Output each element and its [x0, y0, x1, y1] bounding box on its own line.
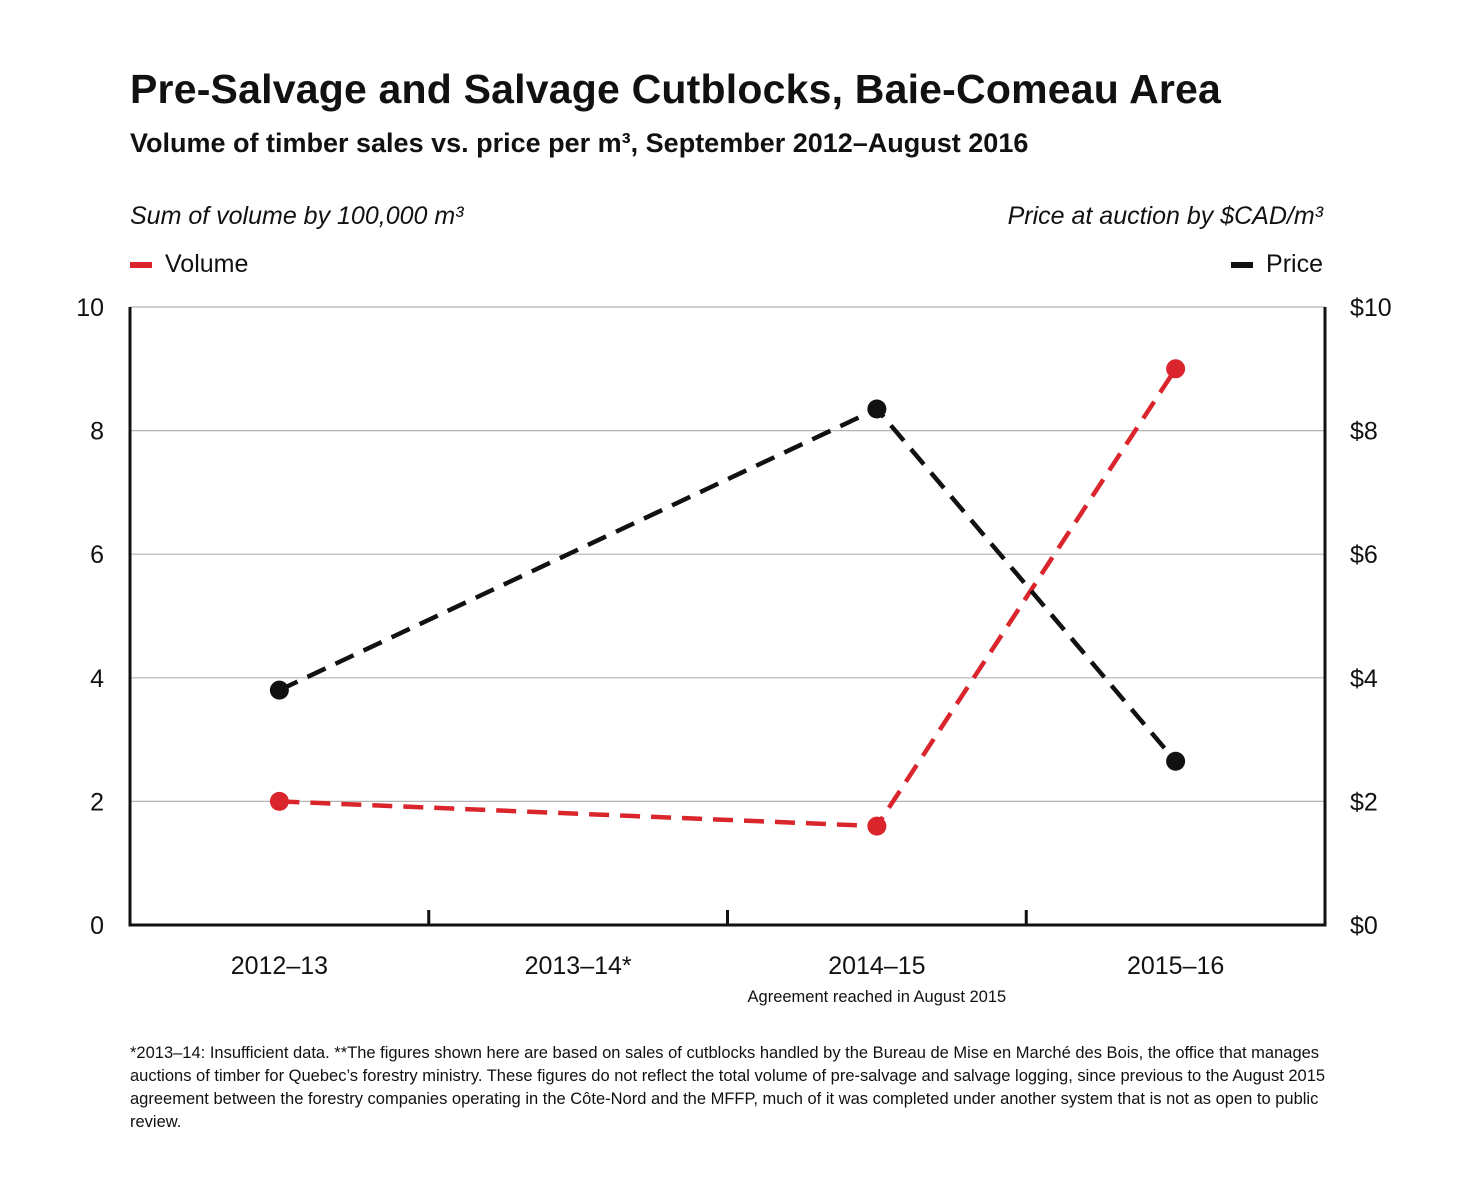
- left-tick-label: 2: [90, 788, 104, 816]
- volume-point: [867, 816, 887, 836]
- chart-area: 0 $0 2 $2 4 $4 6 $6 8 $8 10 $10 2012–13 2013–14* 2014–…: [76, 294, 1392, 1006]
- legend-volume-label: Volume: [165, 250, 249, 278]
- price-point: [1166, 751, 1186, 771]
- legend-price-swatch: [1231, 261, 1254, 268]
- right-tick-label: $6: [1350, 541, 1378, 569]
- left-axis-title: Sum of volume by 100,000 m³: [130, 202, 464, 230]
- right-tick-label: $4: [1350, 665, 1378, 693]
- right-tick-label: $2: [1350, 788, 1378, 816]
- volume-point: [1166, 359, 1186, 379]
- price-point: [867, 399, 887, 419]
- x-tick-label: 2013–14*: [525, 952, 632, 980]
- left-tick-label: 0: [90, 912, 104, 940]
- left-tick-label: 10: [76, 294, 104, 322]
- right-axis-title: Price at auction by $CAD/m³: [1007, 202, 1323, 230]
- left-tick-label: 8: [90, 418, 104, 446]
- x-tick-label: 2012–13: [231, 952, 328, 980]
- legend-price-label: Price: [1266, 250, 1323, 278]
- right-tick-label: $10: [1350, 294, 1392, 322]
- chart-subtitle: Volume of timber sales vs. price per m³,…: [130, 128, 1029, 158]
- chart-title: Pre-Salvage and Salvage Cutblocks, Baie-…: [130, 66, 1222, 112]
- left-tick-label: 4: [90, 665, 104, 693]
- price-line: [278, 406, 1178, 763]
- category-annotation: Agreement reached in August 2015: [748, 988, 1007, 1006]
- footnote: *2013–14: Insufficient data. **The figur…: [130, 1044, 1326, 1131]
- legend-volume-swatch: [130, 261, 152, 268]
- x-tick-label: 2014–15: [828, 952, 925, 980]
- left-tick-label: 6: [90, 541, 104, 569]
- volume-line: [279, 367, 1178, 829]
- volume-point: [269, 791, 289, 811]
- x-tick-label: 2015–16: [1127, 952, 1224, 980]
- right-tick-label: $0: [1350, 912, 1378, 940]
- right-tick-label: $8: [1350, 418, 1378, 446]
- price-point: [269, 680, 289, 700]
- legend-price: Price: [1231, 250, 1323, 279]
- legend-volume: Volume: [130, 250, 248, 279]
